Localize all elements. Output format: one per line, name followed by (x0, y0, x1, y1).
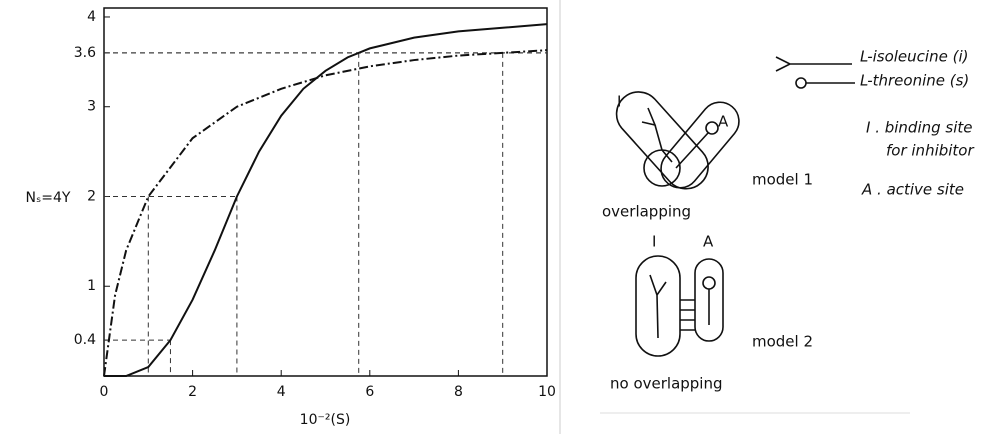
plot-frame (103, 7, 548, 377)
x-axis-label: 10⁻²(S) (300, 412, 351, 428)
site-text: I . binding site (866, 119, 973, 137)
site-text: for inhibitor (886, 142, 974, 160)
y-axis-label: Nₛ=4Y (26, 190, 71, 206)
curve (103, 49, 548, 377)
inhibitor-site (635, 255, 681, 357)
chart: 10⁻²(S) Nₛ=4Y 0.4 1 2 3 3.6 4 0 2 4 6 8 10 (26, 7, 556, 428)
isoleucine-symbol (775, 56, 852, 72)
model-label: model 1 (752, 171, 813, 189)
x-tick-label: 4 (277, 384, 286, 400)
substrate-shape (705, 121, 719, 135)
label-i: I (617, 93, 621, 111)
x-tick-label: 10 (538, 384, 556, 400)
y-tick-label: 1 (87, 278, 96, 294)
x-tick-label: 0 (100, 384, 109, 400)
inhibitor-shape (649, 274, 667, 339)
caption: no overlapping (610, 375, 723, 393)
substrate-shape (702, 276, 716, 290)
curve (104, 23, 548, 377)
x-tick-label: 6 (365, 384, 374, 400)
active-site (660, 101, 740, 189)
model-label: model 2 (752, 333, 813, 351)
threonine-symbol (795, 77, 807, 89)
label-a: A (703, 233, 714, 251)
caption: overlapping (602, 203, 691, 221)
y-tick-label: 0.4 (74, 332, 96, 348)
site-text: A . active site (861, 181, 964, 199)
x-tick-label: 2 (188, 384, 197, 400)
legend-text: L-threonine (s) (860, 72, 969, 90)
y-tick-label: 2 (87, 188, 96, 204)
legend-text: L-isoleucine (i) (860, 48, 968, 66)
diagram: L-isoleucine (i) L-threonine (s) I . bin… (559, 0, 974, 434)
overlap (643, 149, 681, 187)
y-tick-label: 3 (87, 99, 96, 115)
inhibitor-shape (641, 107, 673, 163)
y-tick-label: 4 (87, 9, 96, 25)
connector (680, 299, 695, 331)
y-tick-label: 3.6 (74, 45, 96, 61)
label-a: A (718, 113, 729, 131)
inhibitor-site (615, 91, 709, 190)
substrate-shape (675, 132, 709, 169)
label-i: I (652, 233, 656, 251)
x-tick-label: 8 (454, 384, 463, 400)
